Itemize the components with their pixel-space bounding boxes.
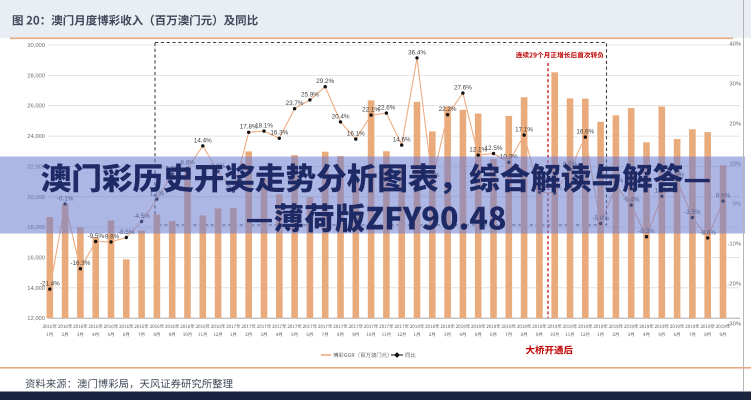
svg-text:12,000: 12,000 <box>27 316 45 322</box>
svg-text:40%: 40% <box>729 42 741 48</box>
svg-text:27.6%: 27.6% <box>454 85 472 92</box>
svg-text:17.8%: 17.8% <box>240 124 258 131</box>
svg-text:-20%: -20% <box>727 282 741 288</box>
svg-text:17.1%: 17.1% <box>515 127 533 134</box>
svg-text:29.2%: 29.2% <box>316 78 334 85</box>
svg-text:30%: 30% <box>729 82 741 88</box>
svg-text:30,000: 30,000 <box>27 43 45 49</box>
svg-text:24,000: 24,000 <box>27 134 45 140</box>
svg-text:-9.5%: -9.5% <box>87 233 104 240</box>
svg-text:22.6%: 22.6% <box>377 105 395 112</box>
svg-text:-30%: -30% <box>727 322 741 328</box>
svg-text:25.9%: 25.9% <box>301 91 319 98</box>
svg-text:14,000: 14,000 <box>27 286 45 292</box>
svg-text:12.1%: 12.1% <box>469 147 487 154</box>
svg-text:16.3%: 16.3% <box>270 130 288 137</box>
svg-text:26,000: 26,000 <box>27 104 45 110</box>
svg-text:22.1%: 22.1% <box>362 107 380 114</box>
svg-text:20.4%: 20.4% <box>332 113 350 120</box>
svg-text:14.6%: 14.6% <box>393 137 411 144</box>
svg-text:-10%: -10% <box>727 242 741 248</box>
svg-text:-9.6%: -9.6% <box>103 233 120 240</box>
svg-text:28,000: 28,000 <box>27 73 45 79</box>
svg-text:16,000: 16,000 <box>27 256 45 262</box>
svg-text:16.6%: 16.6% <box>576 129 594 136</box>
svg-text:12.5%: 12.5% <box>485 145 503 152</box>
svg-text:22.2%: 22.2% <box>439 106 457 113</box>
svg-text:16.1%: 16.1% <box>347 131 365 138</box>
svg-text:23.7%: 23.7% <box>286 100 304 107</box>
svg-text:20%: 20% <box>729 122 741 128</box>
svg-text:-21.4%: -21.4% <box>40 281 60 288</box>
svg-text:-16.3%: -16.3% <box>70 260 90 267</box>
svg-text:18.1%: 18.1% <box>255 123 273 130</box>
svg-text:36.4%: 36.4% <box>408 49 426 56</box>
svg-text:14.4%: 14.4% <box>194 137 212 144</box>
